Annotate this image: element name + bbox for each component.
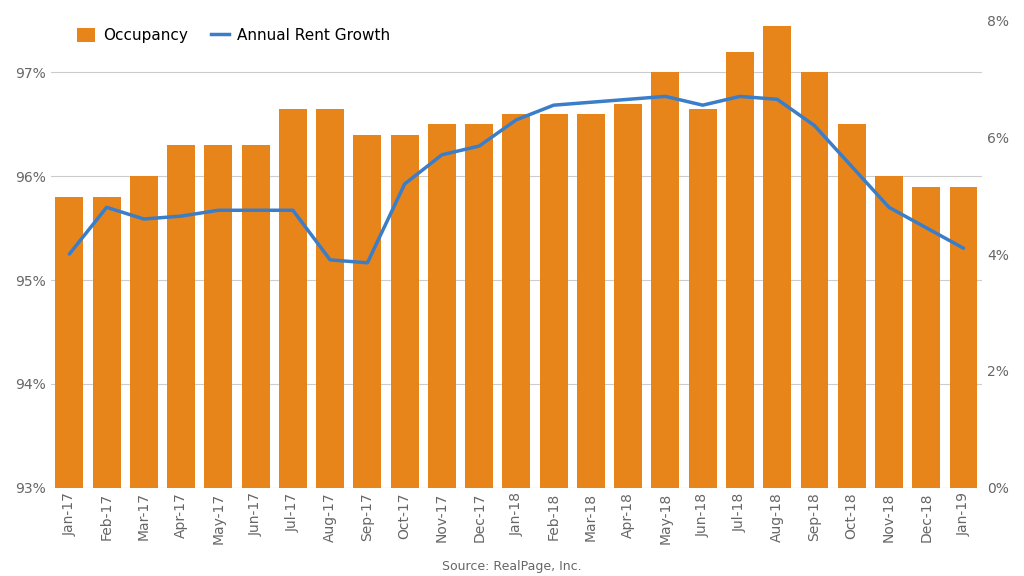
Bar [55, 197, 83, 488]
Bar [577, 114, 605, 488]
Bar [428, 124, 456, 488]
Bar [876, 176, 903, 488]
Bar [242, 145, 269, 488]
Bar [205, 145, 232, 488]
Bar [279, 109, 307, 488]
Bar [838, 124, 865, 488]
Bar [540, 114, 567, 488]
Bar [912, 187, 940, 488]
Bar [651, 73, 680, 488]
Text: Source: RealPage, Inc.: Source: RealPage, Inc. [442, 560, 582, 573]
Bar [614, 104, 642, 488]
Bar [391, 135, 419, 488]
Bar [503, 114, 530, 488]
Bar [949, 187, 978, 488]
Bar [92, 197, 121, 488]
Bar [130, 176, 158, 488]
Bar [465, 124, 494, 488]
Bar [316, 109, 344, 488]
Bar [726, 52, 754, 488]
Bar [763, 26, 792, 488]
Bar [167, 145, 196, 488]
Bar [801, 73, 828, 488]
Legend: Occupancy, Annual Rent Growth: Occupancy, Annual Rent Growth [77, 28, 390, 43]
Bar [689, 109, 717, 488]
Bar [353, 135, 381, 488]
